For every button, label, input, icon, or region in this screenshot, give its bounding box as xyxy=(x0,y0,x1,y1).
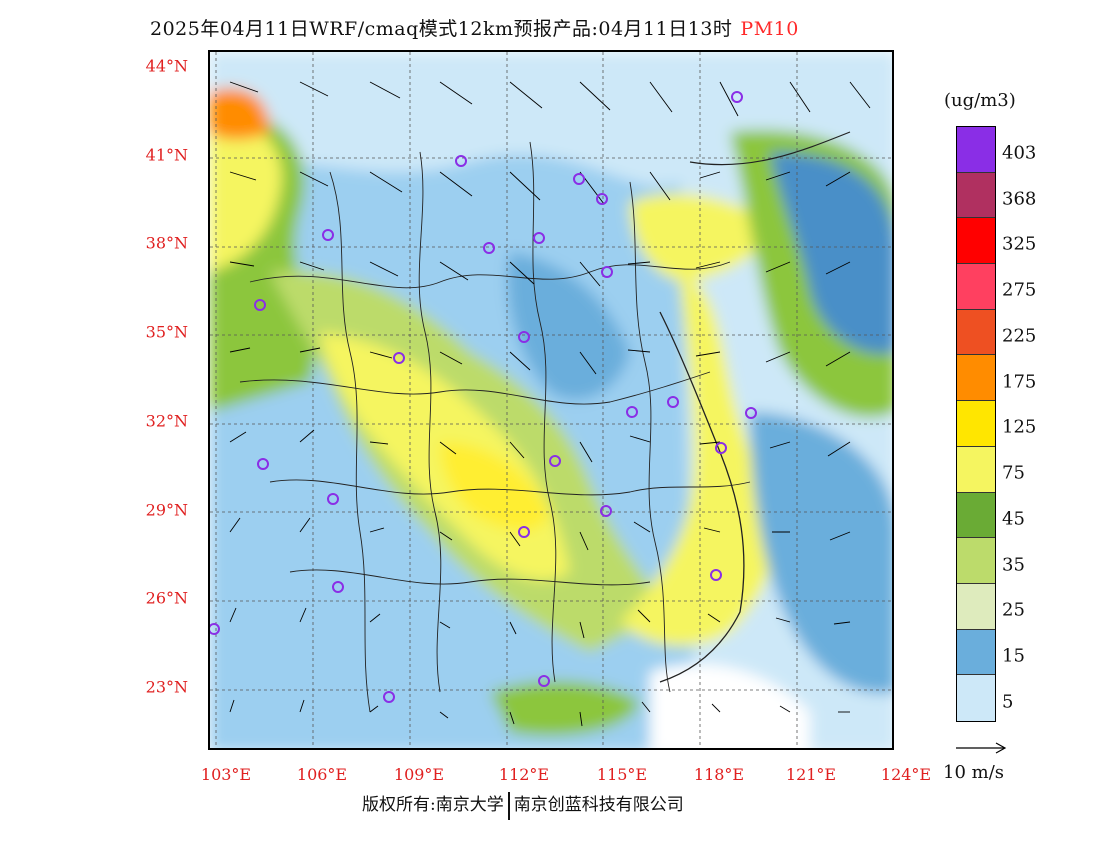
legend-label-325: 325 xyxy=(1002,233,1037,255)
cbar-swatch xyxy=(957,675,995,721)
province-boundaries xyxy=(239,131,851,713)
lon-label-118: 118°E xyxy=(693,765,745,784)
legend-label-403: 403 xyxy=(1002,142,1037,164)
city-markers xyxy=(210,91,757,703)
lon-label-121: 121°E xyxy=(785,765,837,784)
legend-label-35: 35 xyxy=(1002,554,1025,576)
wind-reference-arrow-icon xyxy=(956,742,1007,754)
legend-label-125: 125 xyxy=(1002,416,1037,438)
lon-label-112: 112°E xyxy=(498,765,550,784)
legend-label-15: 15 xyxy=(1002,645,1025,667)
legend-unit: (ug/m3) xyxy=(944,90,1016,111)
cbar-swatch xyxy=(957,401,995,447)
legend-label-368: 368 xyxy=(1002,188,1037,210)
cbar-swatch xyxy=(957,264,995,310)
pollutant-label: PM10 xyxy=(740,18,799,40)
footer: 版权所有:南京大学 南京创蓝科技有限公司 xyxy=(362,790,684,820)
lon-label-106: 106°E xyxy=(296,765,348,784)
lon-label-124: 124°E xyxy=(880,765,932,784)
lat-label-35: 35°N xyxy=(145,322,188,342)
lat-label-38: 38°N xyxy=(145,233,188,253)
lat-label-26: 26°N xyxy=(145,588,188,608)
legend-label-5: 5 xyxy=(1002,691,1014,713)
lat-label-32: 32°N xyxy=(145,411,188,431)
map-title: 2025年04月11日WRF/cmaq模式12km预报产品:04月11日13时 P… xyxy=(150,14,799,41)
copyright-text: 版权所有:南京大学 xyxy=(362,795,504,815)
legend-label-75: 75 xyxy=(1002,462,1025,484)
lat-label-29: 29°N xyxy=(145,500,188,520)
map-canvas xyxy=(210,52,892,748)
cbar-swatch xyxy=(957,538,995,584)
title-text: 2025年04月11日WRF/cmaq模式12km预报产品:04月11日13时 xyxy=(150,18,733,40)
wind-vectors xyxy=(229,81,871,727)
color-bar xyxy=(956,126,996,722)
legend-label-45: 45 xyxy=(1002,508,1025,530)
cbar-swatch xyxy=(957,583,995,630)
legend-label-25: 25 xyxy=(1002,599,1025,621)
legend-label-175: 175 xyxy=(1002,371,1037,393)
lon-label-115: 115°E xyxy=(596,765,648,784)
cbar-swatch xyxy=(957,446,995,493)
footer-divider xyxy=(507,791,510,820)
lon-label-103: 103°E xyxy=(200,765,252,784)
pm10-forecast-map[interactable] xyxy=(208,50,894,750)
company-text: 南京创蓝科技有限公司 xyxy=(513,795,684,815)
cbar-swatch xyxy=(957,492,995,539)
lon-label-109: 109°E xyxy=(393,765,445,784)
cbar-swatch xyxy=(957,127,995,173)
legend-label-225: 225 xyxy=(1002,325,1037,347)
cbar-swatch xyxy=(957,355,995,402)
cbar-swatch xyxy=(957,629,995,676)
lat-label-44: 44°N xyxy=(145,56,188,76)
lat-label-41: 41°N xyxy=(145,145,188,165)
cbar-swatch xyxy=(957,172,995,219)
wind-reference-label: 10 m/s xyxy=(943,762,1004,783)
cbar-swatch xyxy=(957,218,995,265)
legend-label-275: 275 xyxy=(1002,279,1037,301)
concentration-field xyxy=(210,52,892,748)
lat-label-23: 23°N xyxy=(145,677,188,697)
cbar-swatch xyxy=(957,309,995,356)
